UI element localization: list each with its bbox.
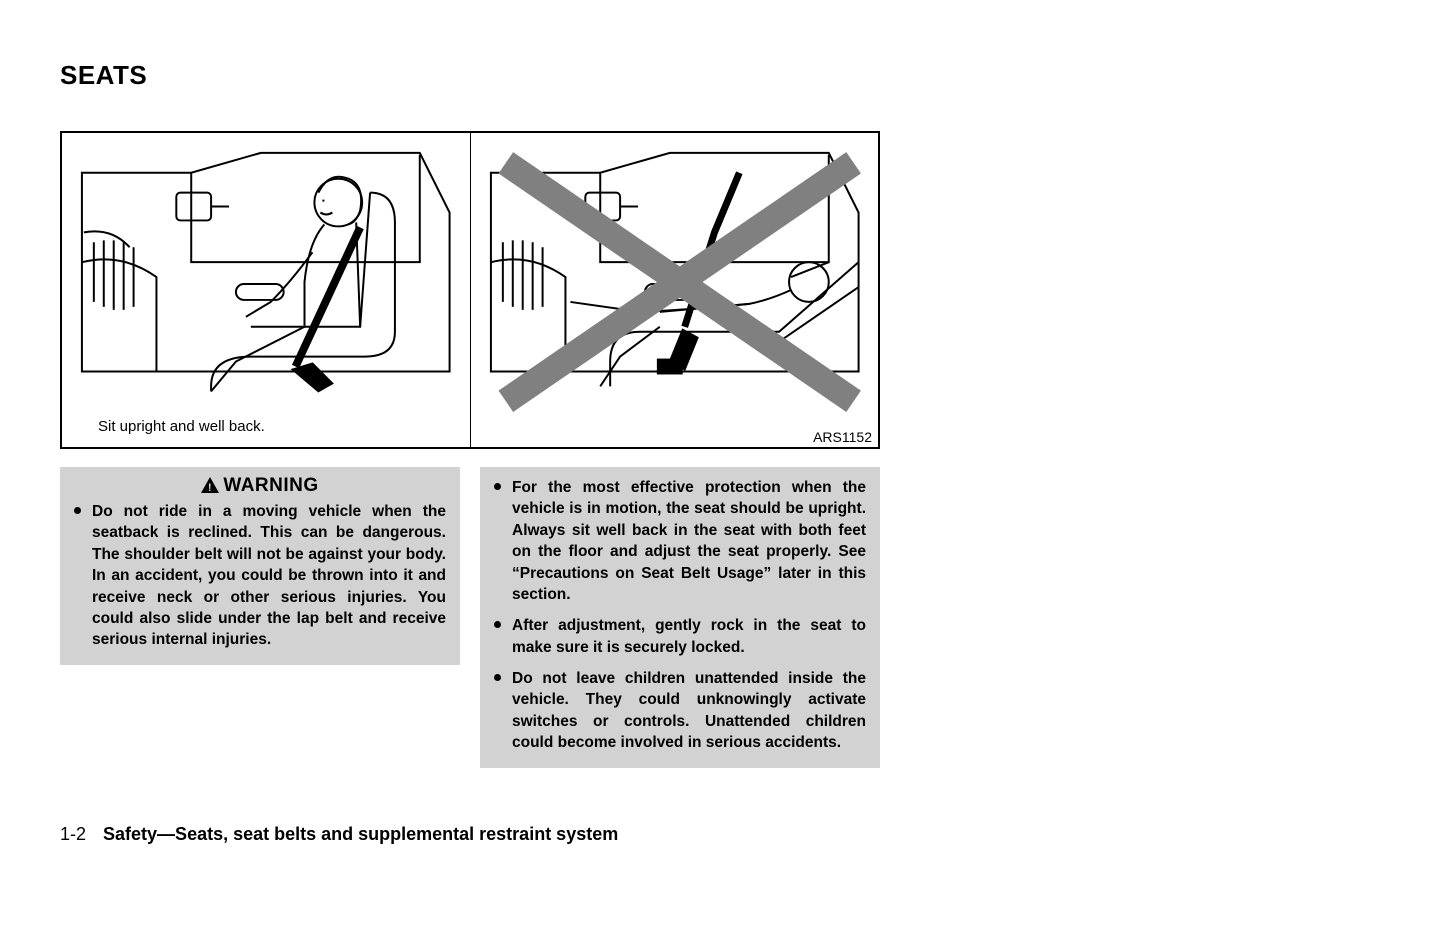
seat-reclined-illustration: [471, 133, 879, 447]
figure-container: Sit upright and well back.: [60, 131, 880, 449]
figure-caption-left: Sit upright and well back.: [98, 418, 265, 435]
seat-upright-illustration: [62, 133, 470, 447]
warning-triangle-icon: !: [201, 477, 219, 493]
warning-header: ! WARNING: [60, 467, 460, 501]
figure-panel-correct: Sit upright and well back.: [62, 133, 471, 447]
warning-box-right: For the most effective protection when t…: [480, 467, 880, 768]
page-number: 1-2: [60, 824, 86, 844]
chapter-title: Safety—Seats, seat belts and supplementa…: [103, 824, 618, 844]
warning-header-text: WARNING: [223, 475, 318, 496]
warning-box-left: ! WARNING Do not ride in a moving vehicl…: [60, 467, 460, 665]
warning-list-right: For the most effective protection when t…: [480, 467, 880, 768]
warning-columns: ! WARNING Do not ride in a moving vehicl…: [60, 467, 880, 768]
section-title: SEATS: [60, 60, 1445, 91]
warning-list-left: Do not ride in a moving vehicle when the…: [60, 501, 460, 665]
page-footer: 1-2 Safety—Seats, seat belts and supplem…: [60, 824, 618, 845]
svg-text:!: !: [208, 482, 212, 493]
warning-item: After adjustment, gently rock in the sea…: [494, 615, 866, 658]
warning-col-right: For the most effective protection when t…: [480, 467, 880, 768]
warning-col-left: ! WARNING Do not ride in a moving vehicl…: [60, 467, 460, 768]
warning-item: Do not ride in a moving vehicle when the…: [74, 501, 446, 651]
warning-item: Do not leave children unattended inside …: [494, 668, 866, 754]
figure-panel-incorrect: ARS1152: [471, 133, 879, 447]
warning-item: For the most effective protection when t…: [494, 477, 866, 605]
figure-code: ARS1152: [813, 429, 872, 445]
